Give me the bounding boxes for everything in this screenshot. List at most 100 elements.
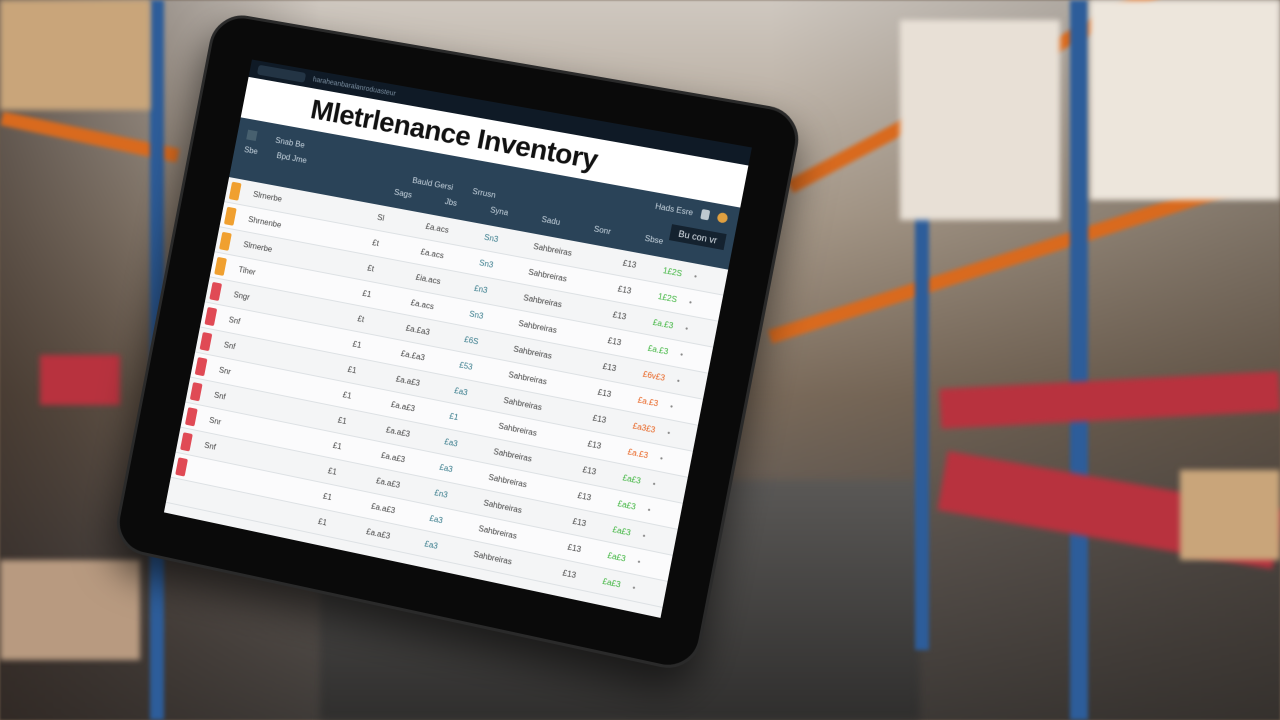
cell-qty: £1 bbox=[337, 415, 348, 427]
cell-code: £a.a£3 bbox=[395, 374, 421, 388]
cell-code2: £n3 bbox=[433, 488, 449, 500]
cell-code: £a.acs bbox=[410, 298, 435, 312]
cell-status: £a.£3 bbox=[626, 447, 649, 461]
status-indicator bbox=[185, 406, 198, 426]
column-header[interactable]: Sonr bbox=[593, 224, 612, 237]
row-menu-icon[interactable]: • bbox=[684, 323, 689, 334]
status-indicator bbox=[199, 331, 213, 351]
cell-status: £a£3 bbox=[616, 499, 637, 512]
cell-code3: £13 bbox=[576, 490, 592, 503]
cell-qty: £1 bbox=[332, 440, 343, 452]
cell-status: £a.£3 bbox=[647, 343, 669, 357]
cell-code3: £13 bbox=[591, 413, 607, 426]
cell-status: £6v£3 bbox=[642, 369, 666, 383]
cell-code3: £13 bbox=[586, 439, 602, 451]
cell-code: £a.£a3 bbox=[405, 323, 431, 337]
cell-qty: Sl bbox=[376, 212, 386, 223]
cell-code2: Sn3 bbox=[483, 232, 500, 245]
cell-code3: £13 bbox=[622, 258, 638, 270]
cell-code: £a.a£3 bbox=[370, 501, 396, 516]
status-indicator bbox=[175, 456, 189, 477]
column-header[interactable]: Srrusn bbox=[471, 186, 497, 200]
cell-code2: £a3 bbox=[428, 513, 444, 526]
cell-qty: £1 bbox=[322, 491, 333, 503]
cell-code3: £13 bbox=[596, 387, 613, 400]
cell-code2: £a3 bbox=[453, 386, 469, 398]
cell-code2: £a3 bbox=[443, 437, 459, 449]
cell-status: £a3£3 bbox=[631, 421, 657, 435]
column-header[interactable]: Jbs bbox=[444, 196, 458, 209]
tablet-screen: haraheanbaralanroduasteur Mletrlenance I… bbox=[163, 59, 752, 618]
cell-qty: £t bbox=[366, 263, 375, 274]
cell-qty: £t bbox=[371, 238, 380, 249]
cell-qty: £1 bbox=[351, 339, 363, 350]
column-header[interactable]: Sbse bbox=[643, 233, 665, 247]
cell-code3: £13 bbox=[581, 465, 597, 477]
row-menu-icon[interactable]: • bbox=[631, 583, 637, 593]
cell-code2: £6S bbox=[463, 334, 480, 347]
column-header[interactable]: Bpd Jme bbox=[275, 151, 308, 166]
status-indicator bbox=[180, 431, 193, 452]
row-menu-icon[interactable]: • bbox=[688, 297, 693, 308]
cell-code2: Sn3 bbox=[468, 309, 485, 321]
status-indicator bbox=[223, 206, 237, 226]
row-menu-icon[interactable]: • bbox=[676, 376, 681, 386]
header-label: Snab Be bbox=[274, 135, 306, 150]
row-menu-icon[interactable]: • bbox=[641, 531, 647, 541]
status-indicator bbox=[219, 231, 232, 251]
row-menu-icon[interactable]: • bbox=[669, 401, 674, 412]
cell-code3: £13 bbox=[611, 310, 628, 322]
cell-status: £a£3 bbox=[601, 576, 622, 590]
avatar[interactable] bbox=[716, 211, 729, 224]
cell-status: £a.£3 bbox=[636, 395, 659, 409]
status-indicator bbox=[170, 482, 183, 501]
row-menu-icon[interactable]: • bbox=[666, 428, 672, 438]
cell-code3: £13 bbox=[561, 568, 577, 581]
cell-code2: £1 bbox=[448, 411, 460, 423]
cell-code: £a.a£3 bbox=[385, 425, 411, 439]
cell-qty: £1 bbox=[346, 364, 358, 376]
cell-status: £a£3 bbox=[606, 550, 627, 564]
cell-status: 1£2S bbox=[657, 291, 678, 305]
row-menu-icon[interactable]: • bbox=[693, 271, 698, 282]
row-menu-icon[interactable]: • bbox=[646, 505, 652, 515]
row-menu-icon[interactable]: • bbox=[679, 349, 684, 360]
cell-code: £a.a£3 bbox=[380, 450, 406, 465]
row-menu-icon[interactable]: • bbox=[636, 557, 642, 567]
status-indicator bbox=[204, 306, 218, 326]
cell-code: £a.a£3 bbox=[390, 399, 416, 414]
column-header[interactable]: Syna bbox=[489, 205, 510, 218]
status-indicator bbox=[214, 256, 228, 276]
status-indicator bbox=[189, 381, 203, 401]
cell-code3: £13 bbox=[616, 284, 633, 296]
cell-code2: £a3 bbox=[438, 462, 454, 475]
cell-qty: £1 bbox=[317, 516, 328, 528]
status-indicator bbox=[228, 181, 242, 201]
cell-code: £a.acs bbox=[419, 247, 445, 261]
column-header[interactable]: Bauld Gersi bbox=[411, 175, 454, 193]
cell-code: £a.acs bbox=[424, 221, 450, 235]
cell-code2: £a3 bbox=[423, 539, 439, 551]
cell-code: £a.£a3 bbox=[400, 348, 426, 363]
notification-icon[interactable] bbox=[700, 208, 711, 221]
cell-qty: £1 bbox=[327, 466, 338, 477]
column-header[interactable]: Sadu bbox=[540, 214, 562, 228]
cell-status: 1£2S bbox=[662, 265, 683, 279]
cell-code: £a.a£3 bbox=[365, 527, 391, 541]
cell-code2: £n3 bbox=[473, 283, 489, 296]
cell-qty: £1 bbox=[341, 390, 353, 401]
row-menu-icon[interactable]: • bbox=[651, 479, 657, 489]
column-header[interactable]: Sbe bbox=[243, 145, 259, 157]
cell-code3: £13 bbox=[571, 516, 587, 529]
status-indicator bbox=[209, 281, 223, 301]
cell-code: £a.a£3 bbox=[375, 476, 401, 490]
cell-qty: £t bbox=[356, 314, 365, 325]
cell-status: £a£3 bbox=[621, 473, 642, 486]
cell-code3: £13 bbox=[601, 361, 618, 374]
cell-code: £ia.acs bbox=[414, 272, 442, 287]
column-header[interactable]: Sags bbox=[393, 187, 413, 200]
cell-code2: Sn3 bbox=[478, 258, 495, 270]
cell-code2: £53 bbox=[458, 360, 474, 372]
row-menu-icon[interactable]: • bbox=[659, 453, 664, 464]
select-all-checkbox[interactable] bbox=[246, 129, 258, 142]
